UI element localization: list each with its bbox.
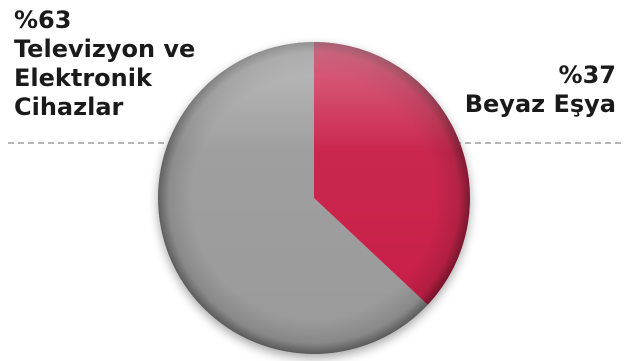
label-televizyon-line-2: Elektronik (14, 64, 152, 92)
label-televizyon-percent: %63 (14, 6, 72, 34)
pie-top-highlight (158, 42, 470, 354)
label-televizyon-line-3: Cihazlar (14, 93, 124, 121)
label-televizyon-line-1: Televizyon ve (14, 35, 196, 63)
label-beyaz-esya-percent: %37 (558, 61, 616, 89)
label-beyaz-esya-line-1: Beyaz Eşya (464, 90, 616, 118)
label-beyaz-esya: %37 Beyaz Eşya (465, 61, 616, 119)
label-televizyon: %63 Televizyon ve Elektronik Cihazlar (14, 6, 195, 122)
